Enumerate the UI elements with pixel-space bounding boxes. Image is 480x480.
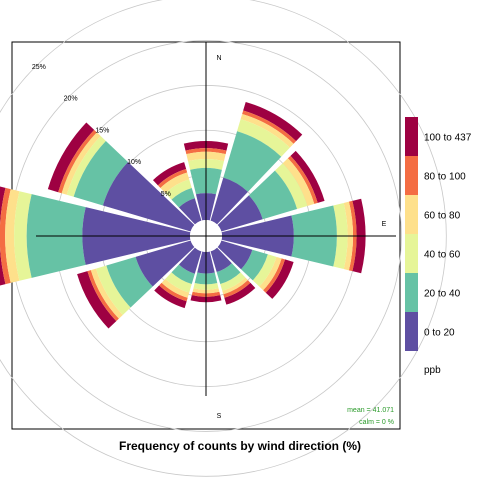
radial-tick-labels: 5% 10% 15% 20% 25%: [32, 64, 171, 198]
legend-label-2: 40 to 60: [424, 250, 461, 261]
sector-330-bin-4: [157, 169, 188, 188]
sector-330-bin-3: [160, 172, 190, 194]
sector-30-bin-2: [237, 119, 290, 157]
sector-330-bin-0: [178, 198, 202, 225]
legend-swatch-1: [405, 273, 418, 312]
sector-300-bin-3: [61, 132, 101, 195]
sector-120-bin-5: [265, 259, 294, 299]
mean-stat: mean = 41.071: [347, 407, 394, 414]
sector-330-bin-1: [171, 187, 195, 208]
compass-axes: [36, 42, 396, 396]
tick-label-5: 5%: [161, 191, 171, 198]
sector-300-bin-1: [73, 140, 129, 206]
sector-300-bin-5: [47, 122, 95, 193]
legend-swatch-0: [405, 312, 418, 351]
sector-300-bin-0: [102, 161, 195, 232]
sector-30-bin-1: [223, 131, 282, 192]
sector-240-bin-2: [96, 265, 131, 315]
sector-150-bin-3: [222, 277, 248, 295]
legend-label-1: 20 to 40: [424, 289, 461, 300]
sector-120-bin-1: [241, 249, 268, 281]
sector-270-bin-2: [14, 191, 32, 281]
sector-300-bin-4: [58, 129, 97, 194]
sector-120-bin-2: [252, 254, 277, 287]
sector-60-bin-4: [287, 155, 318, 204]
sector-150-bin-4: [223, 280, 251, 298]
sector-30-bin-5: [243, 101, 303, 142]
sector-90-bin-4: [348, 200, 357, 272]
legend-swatch-2: [405, 234, 418, 273]
legend-swatch-5: [405, 117, 418, 156]
sector-210-bin-5: [154, 285, 187, 309]
sector-240-bin-4: [87, 270, 119, 322]
sector-150-bin-1: [216, 263, 241, 285]
sector-120-bin-3: [259, 256, 282, 291]
sector-210-bin-0: [178, 247, 202, 274]
tick-label-10: 10%: [127, 159, 141, 166]
sector-210-bin-3: [161, 278, 190, 298]
legend-label-4: 80 to 100: [424, 172, 466, 183]
sector-30-bin-3: [240, 113, 294, 148]
sector-240-bin-5: [77, 271, 117, 329]
sector-270-bin-4: [0, 187, 11, 285]
legend-title: ppb: [424, 365, 441, 376]
sector-300-bin-2: [66, 136, 106, 197]
calm-stat: calm = 0 %: [359, 419, 394, 426]
sector-60-bin-2: [274, 163, 308, 210]
sector-60-bin-5: [290, 150, 325, 203]
sector-150-bin-5: [224, 282, 256, 305]
compass-label-s: S: [217, 413, 222, 420]
chart-caption: Frequency of counts by wind direction (%…: [119, 439, 361, 453]
sector-60-bin-3: [282, 158, 315, 206]
sector-60-bin-1: [248, 170, 298, 220]
sector-60-bin-0: [217, 195, 263, 232]
sector-150-bin-0: [210, 247, 232, 272]
sector-30-bin-4: [242, 110, 297, 144]
sector-210-bin-2: [165, 272, 192, 293]
sector-240-bin-1: [106, 256, 153, 308]
legend-label-0: 0 to 20: [424, 328, 455, 339]
sector-240-bin-0: [135, 240, 195, 287]
sector-330-bin-5: [152, 162, 187, 186]
sector-270-bin-5: [0, 186, 6, 286]
legend-swatch-3: [405, 195, 418, 234]
tick-label-25: 25%: [32, 64, 46, 71]
tick-label-20: 20%: [64, 96, 78, 103]
tick-label-15: 15%: [95, 127, 109, 134]
sector-330-bin-2: [165, 179, 192, 200]
legend-label-5: 100 to 437: [424, 133, 472, 144]
compass-label-e: E: [382, 221, 387, 228]
sector-210-bin-1: [171, 264, 195, 285]
legend-label-3: 60 to 80: [424, 211, 461, 222]
legend-swatch-4: [405, 156, 418, 195]
sector-240-bin-3: [90, 268, 123, 319]
sector-210-bin-4: [159, 282, 188, 302]
sector-270-bin-3: [5, 189, 20, 283]
compass-label-n: N: [216, 55, 221, 62]
sector-150-bin-2: [220, 272, 246, 291]
sector-120-bin-4: [263, 258, 286, 293]
sector-120-bin-0: [217, 240, 253, 270]
sector-30-bin-0: [210, 177, 248, 225]
legend: 100 to 437 80 to 100 60 to 80 40 to 60 20 to…: [405, 117, 472, 351]
grid-circle-25: [0, 0, 447, 477]
